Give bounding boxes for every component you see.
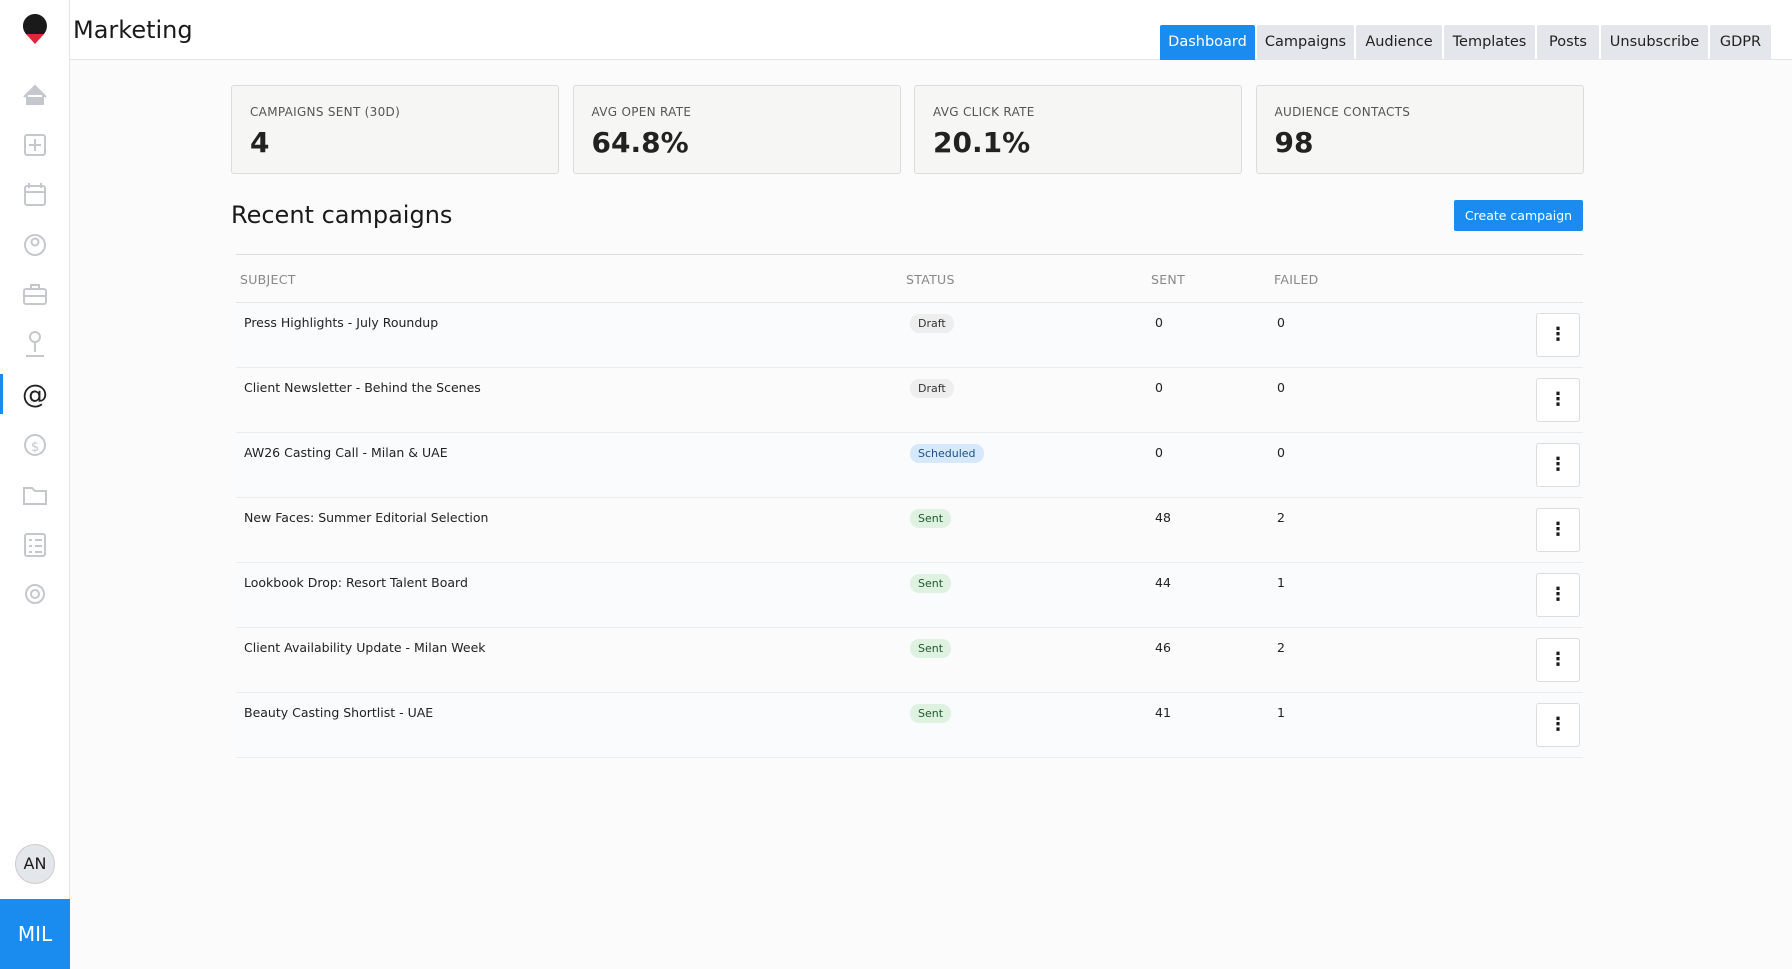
stat-value: 98 (1274, 126, 1314, 159)
table-row: Press Highlights - July Roundup Draft 0 0 ⋮ (236, 303, 1583, 368)
table-row: Beauty Casting Shortlist - UAE Sent 41 1 ⋮ (236, 693, 1583, 758)
status-badge: Sent (910, 574, 952, 593)
subject: Press Highlights - July Roundup (244, 315, 439, 330)
row-menu-button[interactable]: ⋮ (1536, 703, 1580, 747)
sent: 41 (1155, 705, 1171, 720)
status-badge: Draft (910, 314, 954, 333)
sent: 0 (1155, 315, 1163, 330)
row-menu-button[interactable]: ⋮ (1536, 638, 1580, 682)
sent: 48 (1155, 510, 1171, 525)
table-row: Lookbook Drop: Resort Talent Board Sent 44… (236, 563, 1583, 628)
sent: 0 (1155, 445, 1163, 460)
sent: 44 (1155, 575, 1171, 590)
svg-text:$: $ (31, 440, 39, 455)
subject: Client Newsletter - Behind the Scenes (244, 380, 481, 395)
stat-card: AVG OPEN RATE 64.8% (572, 85, 901, 174)
column-header: SENT (1151, 272, 1186, 287)
stat-card: AUDIENCE CONTACTS 98 (1255, 85, 1584, 174)
failed: 2 (1277, 510, 1285, 525)
status-badge: Sent (910, 704, 952, 723)
failed: 1 (1277, 575, 1285, 590)
sidebar-icons: @ $ (0, 14, 48, 604)
status-badge: Draft (910, 379, 954, 398)
row-menu-button[interactable]: ⋮ (1536, 508, 1580, 552)
failed: 2 (1277, 640, 1285, 655)
subject: New Faces: Summer Editorial Selection (244, 510, 489, 525)
sidebar: @ $ AN MIL (0, 0, 70, 969)
row-menu-button[interactable]: ⋮ (1536, 378, 1580, 422)
stat-value: 20.1% (933, 126, 1031, 159)
status-badge: Scheduled (910, 444, 984, 463)
tab[interactable]: Unsubscribe (1601, 25, 1708, 60)
table-row: Client Newsletter - Behind the Scenes Dra… (236, 368, 1583, 433)
table-row: Client Availability Update - Milan Week S… (236, 628, 1583, 693)
workspace[interactable]: MIL (0, 899, 70, 969)
row-menu-button[interactable]: ⋮ (1536, 443, 1580, 487)
table-row: New Faces: Summer Editorial Selection Sen… (236, 498, 1583, 563)
section-title: Recent campaigns (231, 201, 453, 229)
failed: 0 (1277, 315, 1285, 330)
column-header: FAILED (1274, 272, 1319, 287)
column-header: SUBJECT (240, 272, 296, 287)
user-avatar[interactable]: AN (15, 844, 55, 884)
table-row: AW26 Casting Call - Milan & UAE Scheduled… (236, 433, 1583, 498)
sent: 0 (1155, 380, 1163, 395)
status-badge: Sent (910, 509, 952, 528)
stat-label: AUDIENCE CONTACTS (1274, 105, 1411, 119)
failed: 0 (1277, 380, 1285, 395)
row-menu-button[interactable]: ⋮ (1536, 313, 1580, 357)
stat-card: AVG CLICK RATE 20.1% (914, 85, 1242, 174)
subject: Beauty Casting Shortlist - UAE (244, 705, 434, 720)
subject: Lookbook Drop: Resort Talent Board (244, 575, 468, 590)
stat-label: CAMPAIGNS SENT (30D) (250, 105, 401, 119)
subject: AW26 Casting Call - Milan & UAE (244, 445, 448, 460)
sent: 46 (1155, 640, 1171, 655)
subject: Client Availability Update - Milan Week (244, 640, 486, 655)
tab[interactable]: Audience (1356, 25, 1442, 60)
tab[interactable]: Templates (1444, 25, 1535, 60)
column-header: STATUS (906, 272, 955, 287)
row-menu-button[interactable]: ⋮ (1536, 573, 1580, 617)
failed: 1 (1277, 705, 1285, 720)
svg-text:@: @ (22, 380, 48, 410)
stat-label: AVG OPEN RATE (591, 105, 692, 119)
tab[interactable]: Campaigns (1257, 25, 1354, 60)
page-title: Marketing (73, 16, 193, 44)
table-header (236, 254, 1583, 303)
create-button[interactable]: Create campaign (1454, 200, 1583, 231)
stat-label: AVG CLICK RATE (933, 105, 1035, 119)
status-badge: Sent (910, 639, 952, 658)
tab[interactable]: Dashboard (1160, 25, 1255, 60)
stat-value: 64.8% (591, 126, 689, 159)
tab[interactable]: Posts (1537, 25, 1599, 60)
stat-card: CAMPAIGNS SENT (30D) 4 (231, 85, 559, 174)
stat-value: 4 (250, 126, 270, 159)
tab[interactable]: GDPR (1710, 25, 1771, 60)
failed: 0 (1277, 445, 1285, 460)
